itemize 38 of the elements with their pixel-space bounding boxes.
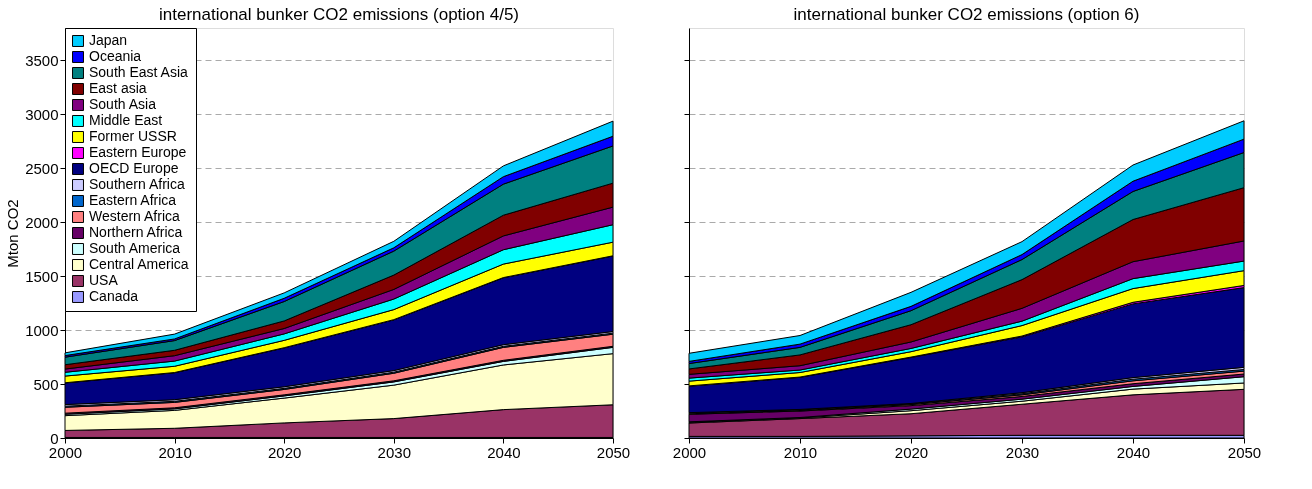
x-tick-label: 2010 <box>158 443 192 461</box>
y-tick-label: 1500 <box>25 267 59 285</box>
x-tick-label: 2040 <box>487 443 521 461</box>
legend-label: South America <box>89 240 181 256</box>
x-tick-label: 2030 <box>1005 443 1040 461</box>
x-tick-label: 2050 <box>596 443 631 461</box>
legend-label: Eastern Africa <box>89 192 177 208</box>
legend-label: Central America <box>89 256 189 272</box>
legend-label: South East Asia <box>89 64 189 80</box>
legend-label: OECD Europe <box>89 160 179 176</box>
y-tick-label: 3500 <box>25 51 59 69</box>
x-tick-label: 2050 <box>1227 443 1262 461</box>
legend-label: South Asia <box>89 96 157 112</box>
legend-label: Eastern Europe <box>89 144 187 160</box>
x-tick-label: 2020 <box>894 443 929 461</box>
x-tick-label: 2040 <box>1116 443 1151 461</box>
y-tick-label: 3000 <box>25 105 59 123</box>
legend-label: Western Africa <box>89 208 180 224</box>
x-tick-label: 2020 <box>268 443 302 461</box>
legend-label: Southern Africa <box>89 176 185 192</box>
y-tick-label: 1000 <box>25 321 59 339</box>
y-tick-label: 2500 <box>25 159 59 177</box>
legend-label: East asia <box>89 80 147 96</box>
x-tick-label: 2000 <box>672 443 707 461</box>
legend-label: Japan <box>89 32 128 48</box>
legend-label: USA <box>89 272 119 288</box>
legend-label: Canada <box>89 288 139 304</box>
y-axis-title: Mton CO2 <box>4 199 22 268</box>
chart-title: international bunker CO2 emissions (option 6) <box>793 5 1140 24</box>
legend-label: Former USSR <box>89 128 177 144</box>
legend-label: Northern Africa <box>89 224 183 240</box>
x-tick-label: 2030 <box>377 443 411 461</box>
legend-label: Middle East <box>89 112 163 128</box>
legend-label: Oceania <box>89 48 142 64</box>
chart-title: international bunker CO2 emissions (option 4/5) <box>158 4 520 24</box>
x-tick-label: 2010 <box>783 443 818 461</box>
y-tick-label: 500 <box>33 375 59 393</box>
y-tick-label: 2000 <box>25 213 59 231</box>
